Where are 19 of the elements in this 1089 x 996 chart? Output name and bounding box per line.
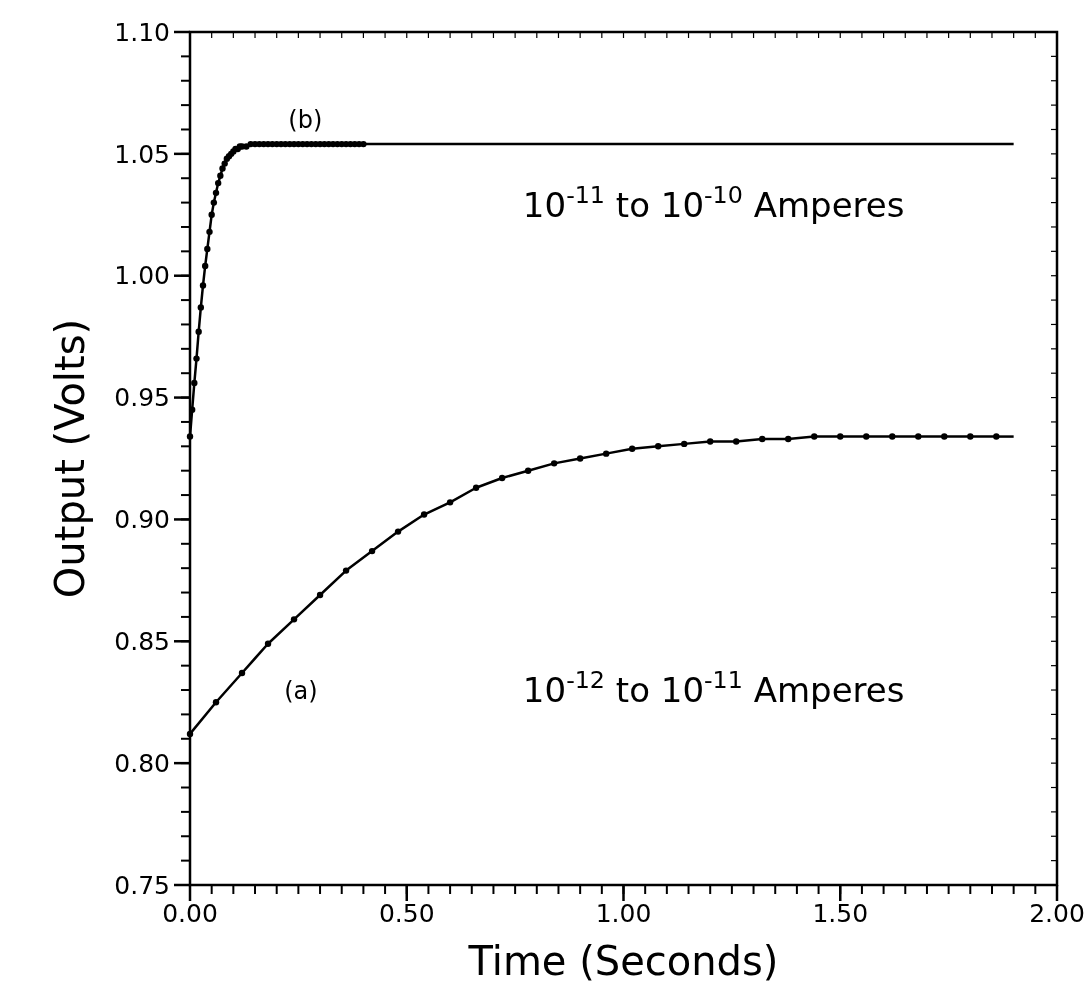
annotation: (b) — [288, 106, 323, 135]
y-tick-label: 0.85 — [114, 627, 170, 657]
annotation: 10$^{-11}$ to 10$^{-10}$ Amperes — [522, 181, 905, 226]
x-tick-label: 2.00 — [1029, 898, 1085, 928]
x-tick-label: 0.50 — [378, 898, 435, 928]
y-tick-label: 0.75 — [114, 870, 170, 900]
y-tick-label: 1.00 — [114, 261, 170, 291]
annotation: (a) — [284, 676, 318, 705]
x-tick-label: 1.50 — [812, 898, 869, 928]
y-tick-label: 0.90 — [114, 505, 170, 535]
y-tick-label: 1.05 — [114, 139, 170, 169]
annotation: 10$^{-12}$ to 10$^{-11}$ Amperes — [522, 666, 905, 711]
x-axis-title: Time (Seconds) — [467, 938, 779, 984]
x-tick-label: 1.00 — [595, 898, 652, 928]
y-tick-label: 0.80 — [114, 748, 170, 778]
y-tick-label: 0.95 — [114, 383, 170, 413]
y-axis-title: Output (Volts) — [47, 318, 93, 599]
y-tick-label: 1.10 — [114, 17, 170, 47]
x-tick-label: 0.00 — [162, 898, 218, 928]
